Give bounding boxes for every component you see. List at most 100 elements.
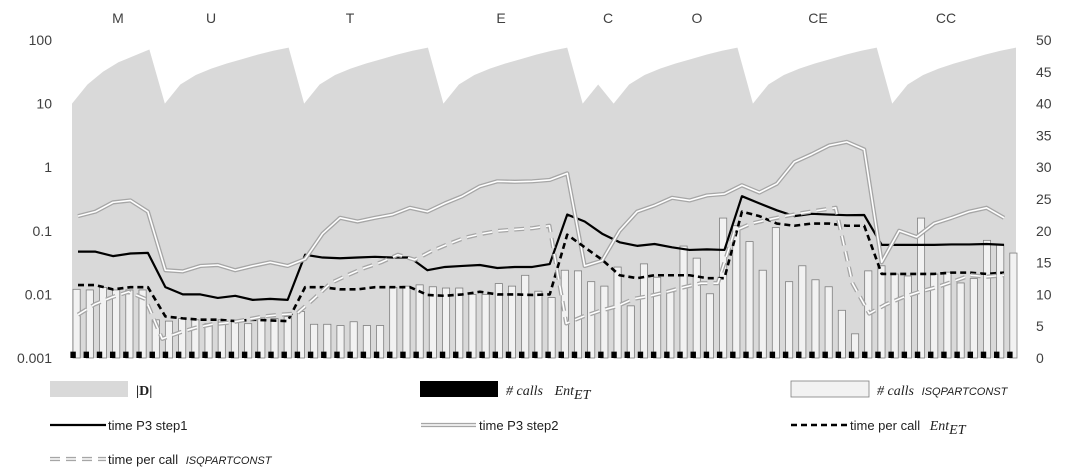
bar-entet-36 — [532, 351, 538, 358]
bar-entet-71 — [994, 351, 1000, 358]
left-tick-label: 100 — [29, 32, 53, 48]
bar-isqpartconst-24 — [376, 325, 385, 359]
legend-label-percall-isqpartconst: time per call ISQPARTCONST — [108, 452, 273, 467]
bar-entet-15 — [255, 351, 261, 358]
bar-entet-22 — [347, 351, 353, 358]
bar-isqpartconst-21 — [336, 325, 345, 359]
right-tick-label: 45 — [1036, 64, 1052, 80]
bar-isqpartconst-65 — [917, 217, 926, 359]
bar-entet-10 — [189, 351, 195, 358]
left-tick-label: 0.01 — [25, 286, 52, 302]
bar-isqpartconst-72 — [1009, 252, 1018, 359]
bar-entet-14 — [241, 351, 248, 358]
bar-entet-54 — [769, 351, 776, 358]
right-tick-label: 0 — [1036, 350, 1044, 366]
bar-isqpartconst-34 — [508, 285, 517, 359]
bar-isqpartconst-32 — [481, 293, 490, 359]
bar-entet-67 — [941, 351, 947, 358]
area-layer — [72, 47, 1016, 358]
bar-isqpartconst-26 — [402, 285, 411, 359]
bar-entet-17 — [281, 351, 287, 358]
bar-entet-66 — [928, 351, 934, 358]
bar-isqpartconst-22 — [349, 321, 358, 359]
bar-isqpartconst-1 — [72, 288, 81, 359]
bar-isqpartconst-40 — [587, 281, 596, 359]
right-tick-label: 30 — [1036, 159, 1052, 175]
legend-swatch-calls-entet — [420, 381, 498, 397]
bar-entet-4 — [109, 351, 116, 358]
bar-entet-9 — [175, 351, 182, 358]
legend-label-percall-entet: time per call EntET — [850, 418, 967, 438]
bar-isqpartconst-6 — [138, 289, 147, 359]
bar-entet-62 — [875, 351, 881, 358]
bar-entet-20 — [321, 351, 327, 358]
bar-entet-19 — [307, 351, 314, 358]
bar-entet-31 — [466, 351, 472, 358]
bar-entet-43 — [624, 351, 630, 358]
bar-isqpartconst-35 — [521, 274, 530, 359]
bar-entet-16 — [268, 351, 274, 358]
bar-isqpartconst-5 — [125, 289, 134, 359]
bar-isqpartconst-16 — [270, 318, 279, 359]
line-time-p3-step1 — [78, 195, 1005, 301]
bar-entet-25 — [387, 351, 393, 358]
bar-entet-28 — [426, 351, 433, 358]
bar-isqpartconst-55 — [785, 281, 794, 359]
bar-isqpartconst-59 — [837, 309, 846, 359]
bar-isqpartconst-45 — [653, 276, 662, 359]
line-layer — [76, 139, 1006, 341]
bar-entet-13 — [228, 351, 235, 358]
bar-entet-51 — [730, 351, 736, 358]
bar-isqpartconst-2 — [85, 289, 94, 359]
bar-isqpartconst-48 — [692, 257, 701, 359]
legend-label-calls-entet: # calls EntET — [506, 383, 592, 403]
bar-entet-30 — [453, 351, 459, 358]
bar-isqpartconst-63 — [890, 273, 899, 359]
bar-entet-37 — [545, 351, 551, 358]
bar-entet-72 — [1007, 351, 1013, 358]
bar-entet-6 — [136, 351, 142, 358]
bar-entet-29 — [439, 351, 446, 358]
bar-entet-68 — [954, 351, 960, 358]
left-tick-label: 0.1 — [33, 223, 53, 239]
bar-isqpartconst-43 — [626, 305, 635, 359]
bar-entet-64 — [901, 351, 908, 358]
bar-isqpartconst-58 — [824, 286, 833, 359]
bar-isqpartconst-25 — [389, 286, 398, 359]
bar-entet-63 — [888, 351, 894, 358]
bar-entet-23 — [360, 351, 367, 358]
legend-label-D: |D| — [136, 384, 152, 399]
bar-entet-39 — [571, 351, 578, 358]
legend-label-step2: time P3 step2 — [479, 418, 559, 433]
bar-isqpartconst-33 — [494, 283, 503, 359]
bar-isqpartconst-57 — [811, 279, 820, 359]
bar-entet-3 — [96, 351, 103, 358]
right-tick-label: 15 — [1036, 255, 1052, 271]
bar-entet-33 — [492, 351, 499, 358]
bar-isqpartconst-15 — [257, 317, 266, 359]
bar-isqpartconst-49 — [705, 293, 714, 359]
bar-isqpartconst-19 — [310, 323, 319, 359]
right-tick-label: 10 — [1036, 286, 1052, 302]
right-tick-label: 25 — [1036, 191, 1052, 207]
group-label-CC: CC — [936, 10, 956, 26]
bar-entet-40 — [584, 351, 591, 358]
bar-entet-47 — [677, 351, 683, 358]
bar-entet-11 — [202, 351, 208, 358]
right-tick-label: 20 — [1036, 223, 1052, 239]
group-label-U: U — [206, 10, 216, 26]
area-D — [72, 47, 1016, 358]
bar-entet-27 — [413, 351, 419, 358]
bar-entet-18 — [294, 351, 301, 358]
bar-entet-26 — [400, 351, 406, 358]
bar-isqpartconst-69 — [969, 278, 978, 359]
group-labels: M U T E C O CE CC — [112, 10, 956, 26]
bar-isqpartconst-31 — [468, 293, 477, 359]
bar-isqpartconst-18 — [296, 311, 305, 359]
bar-isqpartconst-46 — [666, 291, 675, 359]
bar-isqpartconst-36 — [534, 290, 543, 359]
bar-entet-2 — [83, 351, 89, 358]
bar-isqpartconst-47 — [679, 245, 688, 359]
legend: |D| # calls EntET # calls ISQPARTCONST time… — [50, 380, 1009, 467]
